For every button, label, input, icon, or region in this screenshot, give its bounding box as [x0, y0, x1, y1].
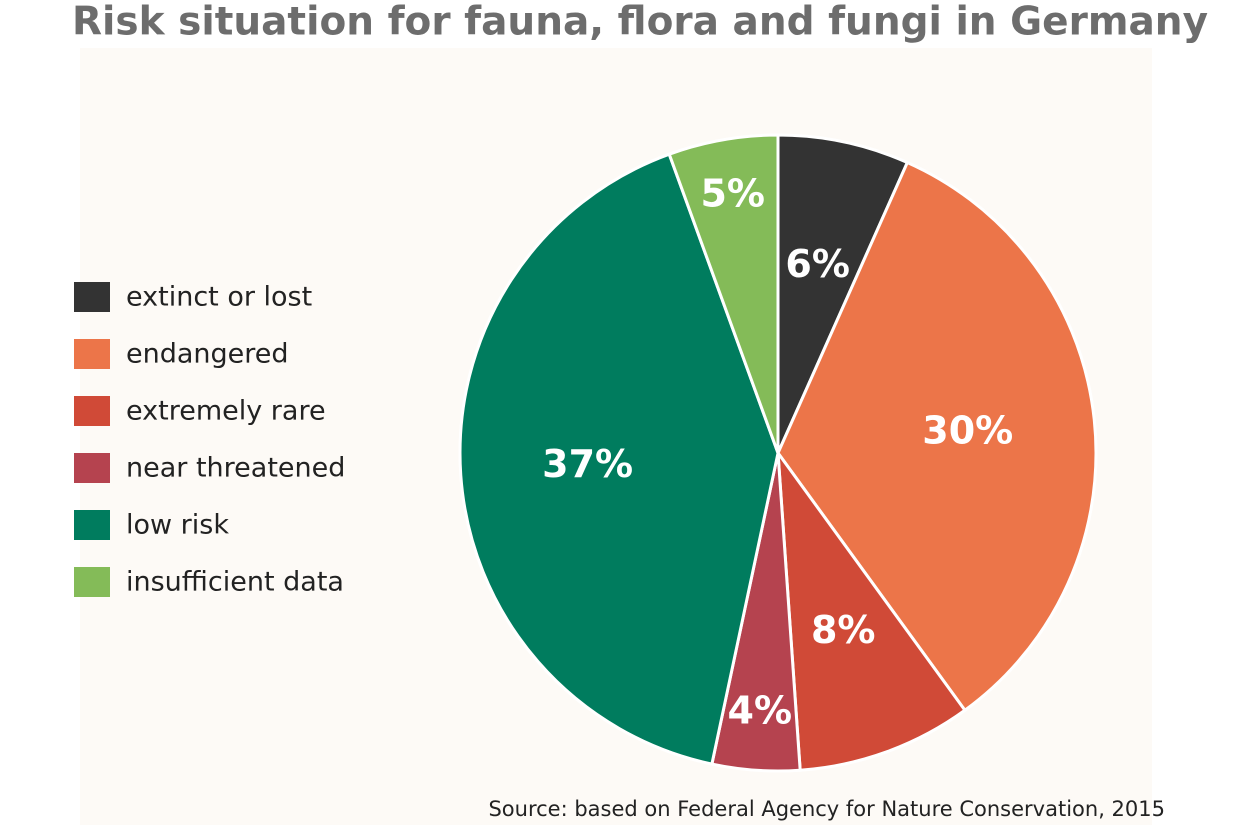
legend-swatch — [74, 453, 110, 483]
pie-slice — [458, 152, 780, 766]
legend-swatch — [74, 567, 110, 597]
pie-slice — [776, 160, 1098, 713]
data-label: 5% — [700, 172, 765, 216]
data-label: 8% — [811, 608, 876, 652]
chart-title: Risk situation for fauna, flora and fung… — [72, 0, 1208, 45]
legend-label: extremely rare — [126, 396, 326, 427]
source: Source: based on Federal Agency for Natu… — [488, 797, 1165, 821]
data-label: 6% — [785, 242, 850, 286]
pie-slice — [667, 133, 780, 454]
legend-swatch — [74, 396, 110, 426]
legend-swatch — [74, 282, 110, 312]
data-label: 30% — [922, 409, 1013, 453]
legend-label: low risk — [126, 510, 229, 541]
legend-swatch — [74, 510, 110, 540]
legend-label: extinct or lost — [126, 282, 312, 313]
legend-label: near threatened — [126, 453, 345, 484]
legend-label: endangered — [126, 339, 289, 370]
pie-slice — [776, 133, 910, 454]
data-label: 37% — [542, 442, 633, 486]
legend-label: insufficient data — [126, 567, 344, 598]
data-label: 4% — [728, 689, 793, 733]
pie-slice — [776, 447, 968, 772]
legend-swatch — [74, 339, 110, 369]
